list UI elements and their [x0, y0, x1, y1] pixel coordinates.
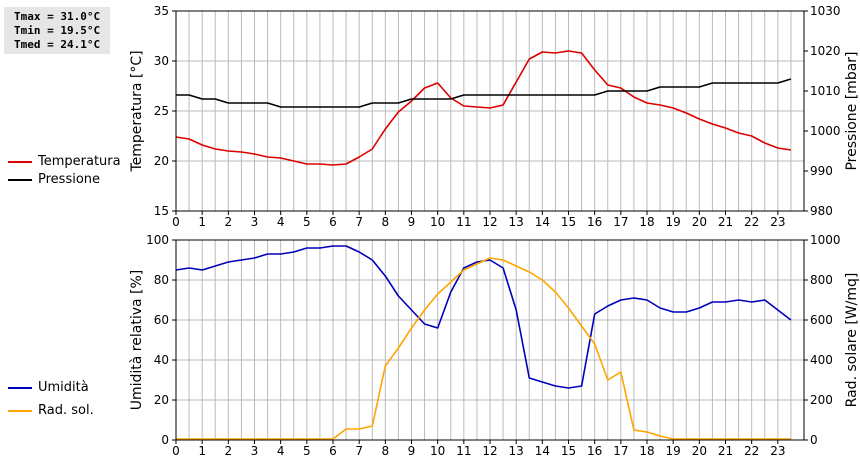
chart-top-x-tick-label: 23: [770, 215, 785, 229]
chart-top-y-left-axis-label: Temperatura [°C]: [129, 50, 145, 172]
chart-bottom-x-tick-label: 4: [277, 444, 285, 458]
chart-bottom-x-tick-label: 1: [198, 444, 206, 458]
chart-top-x-tick-label: 21: [718, 215, 733, 229]
legend-temperatura-swatch: [8, 161, 32, 163]
tmax-stat: Tmax = 31.0°C: [14, 10, 101, 23]
chart-top-x-tick-label: 4: [277, 215, 285, 229]
legend-temperatura-label: Temperatura: [38, 154, 121, 169]
chart-bottom-x-tick-label: 17: [613, 444, 628, 458]
chart-bottom-y-right-tick-label: 0: [810, 433, 818, 447]
chart-bottom-y-right-tick-label: 1000: [810, 233, 841, 247]
chart-bottom-x-tick-label: 10: [430, 444, 445, 458]
chart-bottom-y-right-tick-label: 800: [810, 273, 833, 287]
chart-top-x-tick-label: 15: [561, 215, 576, 229]
chart-top-y-right-tick-label: 990: [810, 164, 833, 178]
chart-top-y-right-tick-label: 1020: [810, 44, 841, 58]
chart-top-x-tick-label: 3: [251, 215, 259, 229]
chart-bottom-x-tick-label: 8: [382, 444, 390, 458]
chart-bottom-y-right-tick-label: 200: [810, 393, 833, 407]
chart-top-y-left-tick-label: 35: [154, 4, 169, 18]
chart-bottom-x-tick-label: 20: [692, 444, 707, 458]
chart-top-x-tick-label: 20: [692, 215, 707, 229]
chart-top-x-tick-label: 22: [744, 215, 759, 229]
chart-bottom-y-left-tick-label: 100: [146, 233, 169, 247]
chart-bottom-series-umidit: [175, 245, 792, 389]
chart-top-y-left-tick-label: 15: [154, 204, 169, 218]
chart-bottom-x-tick-label: 0: [172, 444, 180, 458]
chart-bottom-x-tick-label: 12: [482, 444, 497, 458]
legend-pressione-swatch: [8, 179, 32, 181]
chart-bottom-series-rad-sol: [176, 257, 791, 440]
chart-bottom-x-tick-label: 18: [639, 444, 654, 458]
chart-top-y-right-axis-label: Pressione [mbar]: [844, 51, 860, 170]
chart-bottom-y-left-tick-label: 0: [161, 433, 169, 447]
chart-top-y-left-tick-label: 30: [154, 54, 169, 68]
chart-top-y-left-tick-label: 25: [154, 104, 169, 118]
chart-bottom-y-left-tick-label: 20: [154, 393, 169, 407]
chart-top-x-tick-label: 0: [172, 215, 180, 229]
chart-bottom-x-tick-label: 16: [587, 444, 602, 458]
legend-rad-sol-label: Rad. sol.: [38, 403, 94, 418]
chart-top-x-tick-label: 1: [198, 215, 206, 229]
chart-top-x-tick-label: 8: [382, 215, 390, 229]
chart-bottom-y-right-axis-label: Rad. solare [W/mq]: [844, 273, 860, 408]
chart-bottom-x-tick-label: 13: [509, 444, 524, 458]
chart-bottom-x-tick-label: 22: [744, 444, 759, 458]
chart-bottom-x-tick-label: 21: [718, 444, 733, 458]
chart-top-x-tick-label: 7: [355, 215, 363, 229]
chart-bottom-x-tick-label: 7: [355, 444, 363, 458]
legend-pressione-label: Pressione: [38, 172, 101, 187]
chart-bottom-y-left-tick-label: 60: [154, 313, 169, 327]
chart-top-series-temperatura: [175, 50, 792, 166]
chart-top-x-tick-label: 6: [329, 215, 337, 229]
legend-rad-sol-swatch: [8, 410, 32, 412]
chart-top-x-tick-label: 11: [456, 215, 471, 229]
chart-top-y-right-tick-label: 1000: [810, 124, 841, 138]
tmin-stat: Tmin = 19.5°C: [14, 24, 101, 37]
stats-box: Tmax = 31.0°C Tmin = 19.5°C Tmed = 24.1°…: [4, 7, 110, 54]
chart-bottom-x-tick-label: 3: [251, 444, 259, 458]
chart-top-y-right-tick-label: 980: [810, 204, 833, 218]
chart-bottom-x-tick-label: 11: [456, 444, 471, 458]
tmed-stat: Tmed = 24.1°C: [14, 38, 101, 51]
chart-bottom-x-tick-label: 5: [303, 444, 311, 458]
chart-top-x-tick-label: 14: [535, 215, 550, 229]
chart-top-series-pressione: [176, 78, 792, 108]
chart-bottom-x-tick-label: 14: [535, 444, 550, 458]
chart-bottom-x-tick-label: 9: [408, 444, 416, 458]
chart-bottom-x-tick-label: 6: [329, 444, 337, 458]
chart-top-x-tick-label: 13: [509, 215, 524, 229]
chart-top-x-tick-label: 18: [639, 215, 654, 229]
chart-top-x-tick-label: 16: [587, 215, 602, 229]
chart-bottom-y-left-tick-label: 80: [154, 273, 169, 287]
chart-top-x-tick-label: 9: [408, 215, 416, 229]
chart-top-x-tick-label: 19: [666, 215, 681, 229]
chart-top-y-right-tick-label: 1030: [810, 4, 841, 18]
chart-bottom-x-tick-label: 23: [770, 444, 785, 458]
legend-umidita-label: Umidità: [38, 380, 89, 395]
chart-bottom-x-tick-label: 15: [561, 444, 576, 458]
chart-bottom-y-left-tick-label: 40: [154, 353, 169, 367]
chart-bottom-y-right-tick-label: 400: [810, 353, 833, 367]
chart-top-y-right-tick-label: 1010: [810, 84, 841, 98]
chart-top-x-tick-label: 2: [225, 215, 233, 229]
legend-umidita-swatch: [8, 387, 32, 389]
chart-bottom-x-tick-label: 19: [666, 444, 681, 458]
chart-top-x-tick-label: 12: [482, 215, 497, 229]
chart-top-y-left-tick-label: 20: [154, 154, 169, 168]
chart-top-x-tick-label: 17: [613, 215, 628, 229]
chart-top-x-tick-label: 10: [430, 215, 445, 229]
chart-top-x-tick-label: 5: [303, 215, 311, 229]
chart-bottom-y-right-tick-label: 600: [810, 313, 833, 327]
chart-bottom-x-tick-label: 2: [225, 444, 233, 458]
chart-bottom-y-left-axis-label: Umidità relativa [%]: [129, 270, 145, 411]
